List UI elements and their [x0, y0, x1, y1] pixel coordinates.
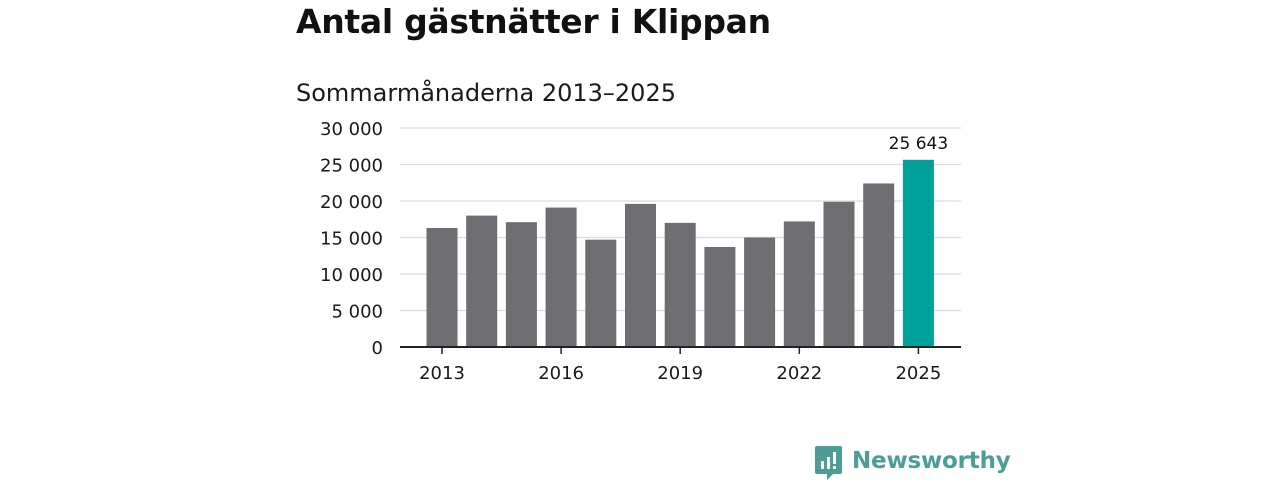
newsworthy-logo-icon: [815, 446, 842, 480]
bar-2020: [704, 246, 736, 347]
chart-subtitle: Sommarmånaderna 2013–2025: [296, 79, 676, 107]
brand-logo: Newsworthy: [815, 446, 1011, 480]
y-tick-label: 30 000: [320, 119, 383, 140]
y-tick-label: 0: [372, 338, 383, 359]
bar-2024: [863, 183, 895, 347]
x-tick-label: 2019: [657, 363, 703, 384]
bar-2022: [783, 221, 815, 347]
x-tick-label: 2013: [419, 363, 465, 384]
chart-title: Antal gästnätter i Klippan: [296, 2, 771, 41]
x-tick-label: 2025: [895, 363, 941, 384]
bar-2017: [585, 239, 617, 347]
bar-2019: [664, 222, 696, 347]
y-tick-label: 20 000: [320, 192, 383, 213]
bar-2021: [744, 237, 776, 347]
bar-2018: [625, 203, 656, 347]
x-tick-label: 2016: [538, 363, 584, 384]
bar-2015: [505, 222, 537, 347]
bar-2025: [902, 159, 934, 347]
brand-name: Newsworthy: [852, 448, 1011, 474]
bar-2014: [466, 215, 498, 347]
y-tick-label: 25 000: [320, 156, 383, 177]
bar-2023: [823, 201, 855, 347]
highlight-data-label: 25 643: [889, 134, 948, 154]
y-tick-label: 15 000: [320, 229, 383, 250]
bar-2013: [426, 228, 458, 347]
y-tick-label: 5 000: [331, 302, 383, 323]
bar-2016: [545, 207, 577, 347]
x-tick-label: 2022: [776, 363, 822, 384]
y-tick-label: 10 000: [320, 265, 383, 286]
